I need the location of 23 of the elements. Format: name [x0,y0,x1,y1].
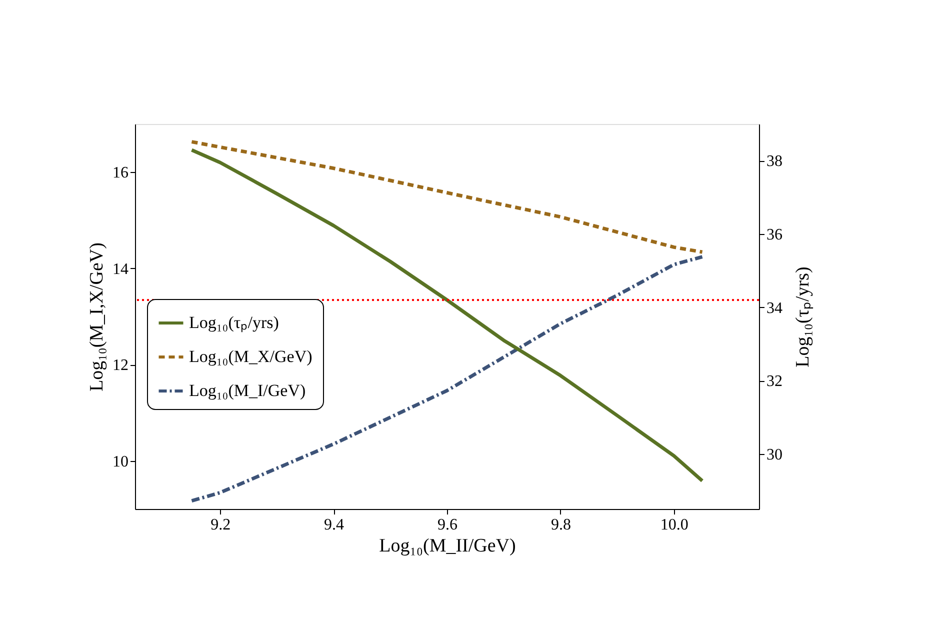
x-axis-title: Log₁₀(M_II/GeV) [379,536,516,556]
y-tick-label: 14 [112,260,128,278]
legend-label: Log₁₀(M_I/GeV) [189,381,306,400]
y-axis-title: Log₁₀(M_I,X/GeV) [86,242,108,392]
x-tick-label: 9.4 [324,516,344,534]
x-tick-label: 9.6 [438,516,458,534]
y2-tick-label: 38 [766,153,782,170]
line-series [190,148,704,483]
y2-axis-title: Log₁₀(τₚ/yrs) [792,266,814,368]
legend-label: Log₁₀(M_X/GeV) [189,347,312,366]
x-tick-label: 10.0 [660,516,688,534]
line-series [190,255,704,503]
x-tick-label: 9.8 [550,516,571,534]
x-tick-label: 9.2 [210,516,231,534]
legend-label: Log₁₀(τₚ/yrs) [189,313,279,333]
y-tick-label: 16 [112,164,128,182]
line-series [190,140,704,254]
y-tick-label: 12 [112,357,128,374]
y2-tick-label: 36 [766,226,782,244]
y2-tick-label: 32 [766,373,782,390]
y-tick-label: 10 [112,453,128,470]
y2-tick-label: 30 [766,446,782,464]
y2-tick-label: 34 [766,300,782,317]
